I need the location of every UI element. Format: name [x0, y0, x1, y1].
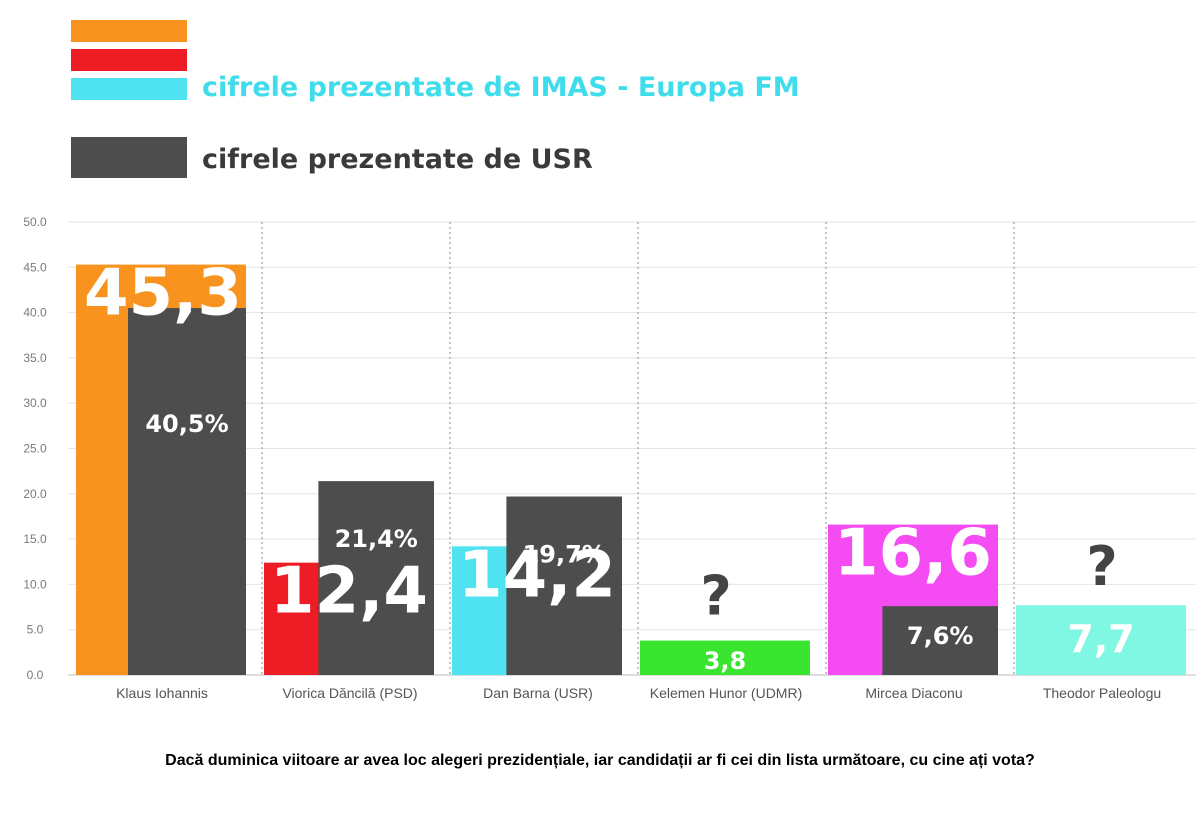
usr-unknown-label: ?: [700, 565, 731, 628]
imas-bar: [1016, 605, 1186, 675]
legend-swatch-orange: [71, 20, 187, 42]
imas-value-label: 3,8: [704, 647, 747, 675]
usr-value-label: 19,7%: [523, 541, 606, 569]
imas-value-label: 16,6: [834, 517, 992, 591]
y-tick-label: 25.0: [23, 442, 47, 456]
legend-swatch-cyan: [71, 78, 187, 100]
usr-bar: [506, 496, 622, 675]
usr-value-label: 40,5%: [145, 410, 228, 438]
survey-question: Dacă duminica viitoare ar avea loc alege…: [165, 752, 1035, 769]
category-label: Kelemen Hunor (UDMR): [650, 685, 802, 701]
legend-swatch-usr: [71, 137, 187, 178]
category-label: Dan Barna (USR): [483, 685, 593, 701]
usr-bar: [318, 481, 434, 675]
legend-label-usr: cifrele prezentate de USR: [202, 144, 593, 175]
usr-value-label: 7,6%: [907, 622, 974, 650]
usr-bar: [882, 606, 998, 675]
y-tick-label: 40.0: [23, 306, 47, 320]
category-label: Theodor Paleologu: [1043, 685, 1161, 701]
y-tick-label: 45.0: [23, 260, 47, 274]
y-tick-label: 0.0: [27, 668, 44, 682]
category-label: Mircea Diaconu: [865, 685, 962, 701]
imas-value-label: 45,3: [84, 257, 242, 331]
legend-label-imas: cifrele prezentate de IMAS - Europa FM: [202, 72, 800, 103]
y-tick-label: 20.0: [23, 487, 47, 501]
category-label: Viorica Dăncilă (PSD): [282, 685, 417, 701]
imas-bar: [640, 640, 810, 675]
y-tick-label: 10.0: [23, 577, 47, 591]
category-label: Klaus Iohannis: [116, 685, 208, 701]
imas-value-label: 14,2: [458, 538, 616, 612]
usr-value-label: 21,4%: [335, 525, 418, 553]
usr-bar: [128, 308, 246, 675]
y-tick-label: 5.0: [27, 623, 44, 637]
usr-unknown-label: ?: [1086, 535, 1117, 598]
y-tick-label: 35.0: [23, 351, 47, 365]
y-tick-label: 15.0: [23, 532, 47, 546]
y-tick-label: 30.0: [23, 396, 47, 410]
legend-swatch-red: [71, 49, 187, 71]
y-tick-label: 50.0: [23, 215, 47, 229]
imas-value-label: 7,7: [1067, 617, 1134, 661]
imas-value-label: 12,4: [270, 555, 428, 629]
